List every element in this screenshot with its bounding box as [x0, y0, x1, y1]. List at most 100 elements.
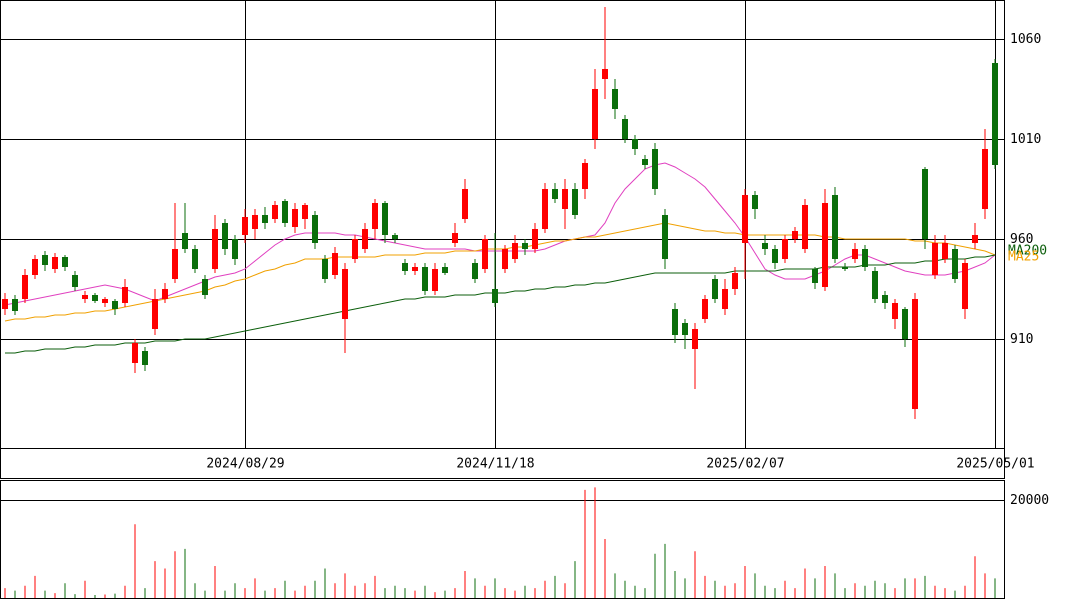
candle-body: [192, 249, 198, 269]
candle-body: [22, 275, 28, 299]
candle-body: [652, 149, 658, 189]
candle-body: [542, 189, 548, 229]
candle-body: [232, 239, 238, 259]
legend-label: MA200: [1008, 244, 1047, 259]
candle-body: [932, 243, 938, 275]
candle-body: [732, 273, 738, 289]
candle-body: [322, 259, 328, 279]
candle-body: [72, 275, 78, 287]
candle-body: [802, 205, 808, 249]
candle-body: [292, 209, 298, 227]
y-tick-label: 1060: [1010, 32, 1041, 47]
candle-body: [532, 229, 538, 249]
candle-body: [572, 189, 578, 215]
candle-body: [832, 195, 838, 259]
candle-body: [502, 249, 508, 269]
candle-body: [842, 267, 848, 269]
candle-body: [442, 267, 448, 273]
candle-body: [722, 289, 728, 309]
labels: 910 960 1010 1060 2024/08/29 2024/11/18 2025/0…: [206, 32, 1049, 508]
ma-line: [4, 222, 996, 322]
candle-body: [662, 215, 668, 259]
candle-body: [42, 255, 48, 265]
candle-body: [262, 215, 268, 223]
candle-body: [222, 223, 228, 249]
candle-body: [12, 299, 18, 311]
y-tick-label: 20000: [1010, 493, 1049, 508]
y-tick-label: 960: [1010, 232, 1033, 247]
candle-body: [512, 243, 518, 259]
candle-body: [622, 119, 628, 139]
candle-body: [592, 89, 598, 139]
candle-body: [472, 263, 478, 279]
candle-body: [162, 289, 168, 299]
candle-body: [862, 249, 868, 267]
candle-body: [812, 269, 818, 283]
y-tick-label: 910: [1010, 332, 1033, 347]
candle-body: [142, 351, 148, 365]
candle-body: [362, 229, 368, 249]
candle-body: [712, 279, 718, 299]
candle-body: [112, 301, 118, 309]
candle-body: [372, 203, 378, 229]
candle-body: [242, 217, 248, 235]
candle-body: [872, 271, 878, 299]
x-tick-label: 2025/05/01: [956, 457, 1034, 472]
plot: [2, 7, 998, 598]
date-axis-frame: [0, 448, 1005, 479]
candle-body: [282, 201, 288, 223]
candle-body: [912, 299, 918, 409]
candle-body: [182, 233, 188, 249]
candle-body: [692, 329, 698, 349]
candle-body: [642, 159, 648, 165]
candle-body: [552, 189, 558, 199]
candle-body: [152, 299, 158, 329]
candle-body: [302, 205, 308, 219]
candle-body: [382, 203, 388, 235]
candle-body: [522, 243, 528, 249]
candle-body: [332, 253, 338, 275]
candle-body: [492, 289, 498, 303]
candle-body: [62, 257, 68, 267]
candle-body: [942, 243, 948, 259]
candle-body: [312, 215, 318, 243]
candle-body: [762, 243, 768, 249]
candle-body: [822, 203, 828, 287]
candle-body: [902, 309, 908, 339]
candle-body: [462, 189, 468, 219]
candle-body: [352, 239, 358, 259]
ma-line: [4, 162, 996, 306]
candle-body: [132, 343, 138, 363]
candle-body: [972, 235, 978, 243]
price-frame: [0, 0, 1005, 449]
candle-body: [342, 269, 348, 319]
x-tick-label: 2024/08/29: [206, 457, 284, 472]
candle-body: [962, 263, 968, 309]
candle-body: [32, 259, 38, 275]
candle-body: [582, 163, 588, 189]
candle-body: [882, 295, 888, 303]
candle-body: [782, 239, 788, 259]
legend-label: MA25: [1008, 250, 1039, 265]
candle-body: [2, 299, 8, 309]
volume-frame: [0, 480, 1005, 599]
candle-body: [922, 169, 928, 239]
candle-body: [612, 89, 618, 109]
candle-body: [992, 63, 998, 165]
x-tick-label: 2025/02/07: [706, 457, 784, 472]
candle-body: [172, 249, 178, 279]
candle-body: [682, 323, 688, 335]
x-tick-label: 2024/11/18: [456, 457, 534, 472]
candle-body: [82, 295, 88, 299]
y-tick-label: 1010: [1010, 132, 1041, 147]
candle-body: [52, 257, 58, 269]
candle-body: [402, 263, 408, 271]
candle-body: [602, 69, 608, 79]
candle-body: [772, 249, 778, 263]
candle-body: [392, 235, 398, 239]
candle-body: [482, 239, 488, 269]
candle-body: [752, 195, 758, 209]
candle-body: [122, 287, 128, 303]
